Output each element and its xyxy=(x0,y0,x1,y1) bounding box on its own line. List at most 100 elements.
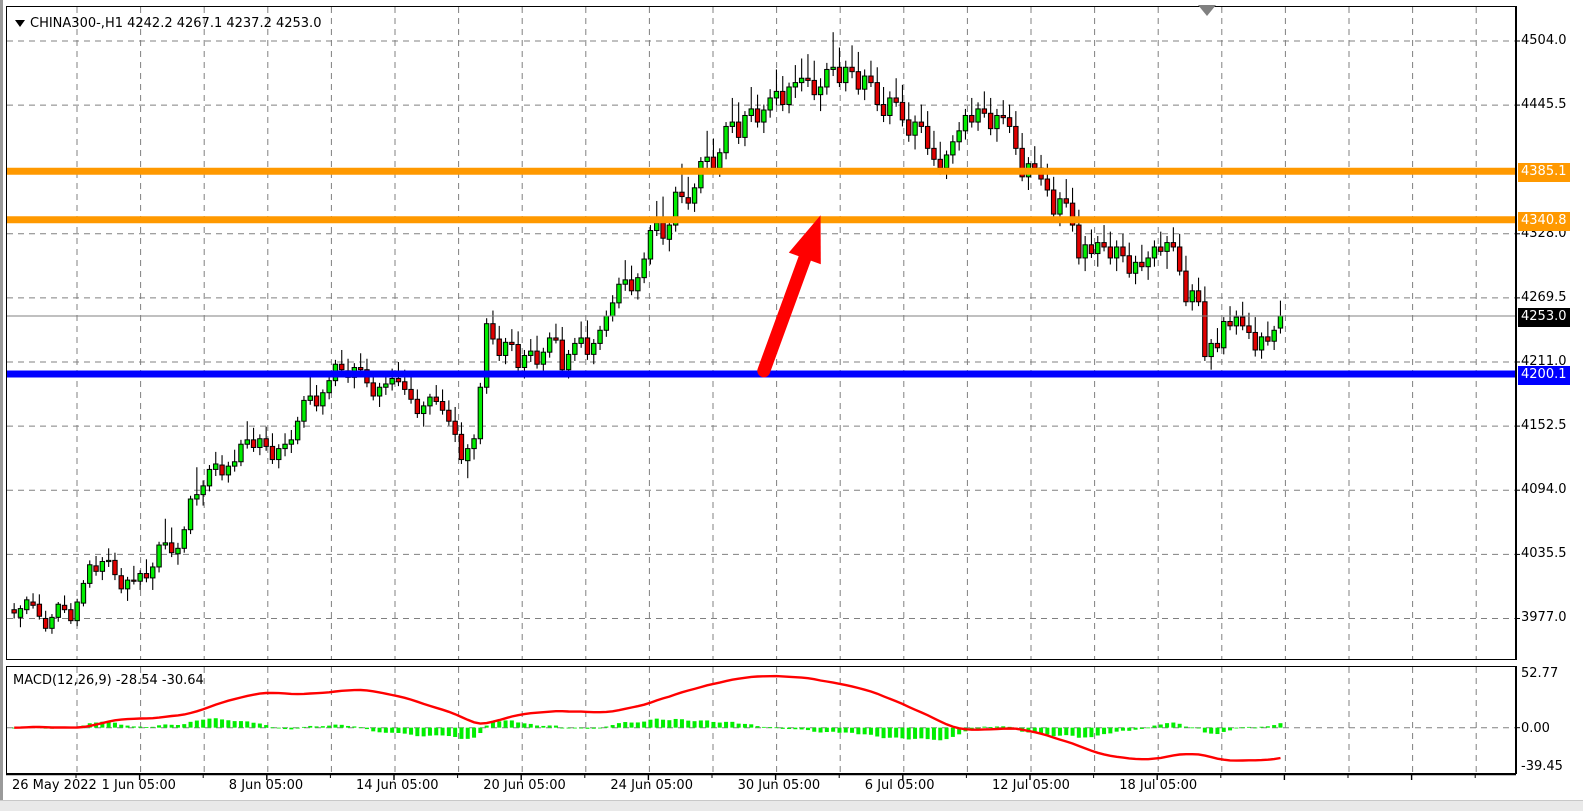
candle-body xyxy=(452,420,458,435)
candle-body xyxy=(981,108,988,114)
macd-histogram-bar xyxy=(1146,727,1151,729)
candle-body xyxy=(61,604,68,611)
candle xyxy=(742,111,748,147)
candle-body xyxy=(244,439,250,445)
macd-histogram-bar xyxy=(201,719,206,728)
price-tag-resistance-lower[interactable]: 4340.8 xyxy=(1518,211,1570,231)
candle xyxy=(792,65,799,98)
candle-body xyxy=(446,409,452,422)
price-axis-ticks xyxy=(1516,6,1520,660)
candle xyxy=(1006,104,1013,134)
candle-body xyxy=(200,485,206,496)
macd-histogram-bar xyxy=(112,722,117,728)
macd-histogram-bar xyxy=(301,726,306,728)
macd-histogram-bar xyxy=(528,723,533,728)
macd-histogram-bar xyxy=(188,721,193,728)
candle xyxy=(93,555,99,576)
candle xyxy=(105,548,112,567)
macd-histogram-bar xyxy=(100,721,105,728)
macd-histogram-bar xyxy=(705,720,710,728)
macd-histogram-bar xyxy=(497,721,502,728)
candle-body xyxy=(1088,244,1095,255)
macd-histogram-bar xyxy=(711,721,716,728)
candle xyxy=(1132,255,1139,285)
price-tag-resistance-upper[interactable]: 4385.1 xyxy=(1518,163,1570,183)
macd-histogram-bar xyxy=(1272,725,1277,728)
candle xyxy=(918,104,925,134)
candle-body xyxy=(1158,246,1164,252)
macd-histogram-bar xyxy=(976,727,981,729)
candle-body xyxy=(1170,242,1177,248)
candle-body xyxy=(843,66,849,84)
macd-histogram-bar xyxy=(12,727,17,729)
candle-body xyxy=(868,75,874,84)
candle xyxy=(206,465,213,492)
macd-histogram-bar xyxy=(257,723,262,728)
candle-body xyxy=(912,121,918,136)
candle-body xyxy=(1214,342,1221,349)
macd-histogram-bar xyxy=(283,727,288,730)
candle xyxy=(55,602,61,622)
candle xyxy=(962,108,969,140)
price-chart-panel[interactable]: CHINA300-,H1 4242.2 4267.1 4237.2 4253.0 xyxy=(6,6,1516,660)
candle xyxy=(1214,328,1221,353)
macd-histogram-bar xyxy=(415,727,420,737)
macd-histogram-bar xyxy=(163,724,168,728)
macd-histogram-bar xyxy=(982,726,987,728)
candle-body xyxy=(490,323,496,340)
macd-histogram-bar xyxy=(837,727,842,733)
price-chart-canvas[interactable] xyxy=(7,7,1515,659)
candle xyxy=(200,480,206,506)
macd-histogram-bar xyxy=(541,725,546,728)
candle xyxy=(836,47,843,87)
candle-body xyxy=(1057,198,1063,215)
candle-body xyxy=(849,66,855,73)
collapse-triangle-icon[interactable] xyxy=(15,20,25,27)
candle xyxy=(578,321,584,348)
macd-histogram-bar xyxy=(938,727,943,741)
price-tag-support[interactable]: 4200.1 xyxy=(1518,365,1570,385)
macd-histogram-bar xyxy=(453,727,458,737)
candle xyxy=(150,562,156,590)
chart-scroll-marker-icon[interactable] xyxy=(1198,5,1216,16)
candle-body xyxy=(74,601,80,622)
macd-histogram-bar xyxy=(1095,727,1100,736)
candle-body xyxy=(836,66,843,84)
candle xyxy=(515,331,521,372)
candle-body xyxy=(105,559,112,563)
candle xyxy=(61,595,68,613)
candle-body xyxy=(471,438,477,450)
macd-chart-canvas[interactable] xyxy=(7,667,1515,773)
macd-histogram-bar xyxy=(868,727,873,735)
candle-body xyxy=(811,79,817,96)
candle-body xyxy=(723,125,729,154)
candle-body xyxy=(370,382,376,397)
candle-body xyxy=(276,448,282,461)
candle-body xyxy=(1063,198,1069,204)
candle-body xyxy=(187,498,194,531)
macd-histogram-bar xyxy=(679,719,684,728)
price-tag-current[interactable]: 4253.0 xyxy=(1518,308,1570,327)
macd-histogram-bar xyxy=(1032,727,1037,733)
candle xyxy=(433,385,439,405)
candle xyxy=(80,580,87,607)
macd-histogram-bar xyxy=(654,718,659,728)
macd-histogram-bar xyxy=(843,727,848,733)
window-bottom-strip xyxy=(0,800,1583,811)
candle xyxy=(1107,231,1114,265)
candle-body xyxy=(704,156,710,162)
bullish-arrow[interactable] xyxy=(757,215,821,378)
candle-body xyxy=(376,386,383,397)
candle-body xyxy=(584,337,591,355)
time-axis[interactable]: 26 May 2022 1 Jun 05:00 8 Jun 05:00 14 Jun … xyxy=(6,774,1583,800)
candle-body xyxy=(55,603,61,618)
candle xyxy=(906,102,912,142)
candle-body xyxy=(1233,316,1240,327)
candle-body xyxy=(112,559,118,576)
macd-histogram-bar xyxy=(994,726,999,728)
candle xyxy=(666,219,673,252)
candle xyxy=(427,393,433,415)
macd-indicator-panel[interactable]: MACD(12,26,9) -28.54 -30.64 xyxy=(6,666,1516,774)
price-axis[interactable]: 4504.0 4445.5 4328.0 4269.5 4211.0 4152.5 4094… xyxy=(1516,6,1583,660)
macd-histogram-bar xyxy=(635,722,640,728)
